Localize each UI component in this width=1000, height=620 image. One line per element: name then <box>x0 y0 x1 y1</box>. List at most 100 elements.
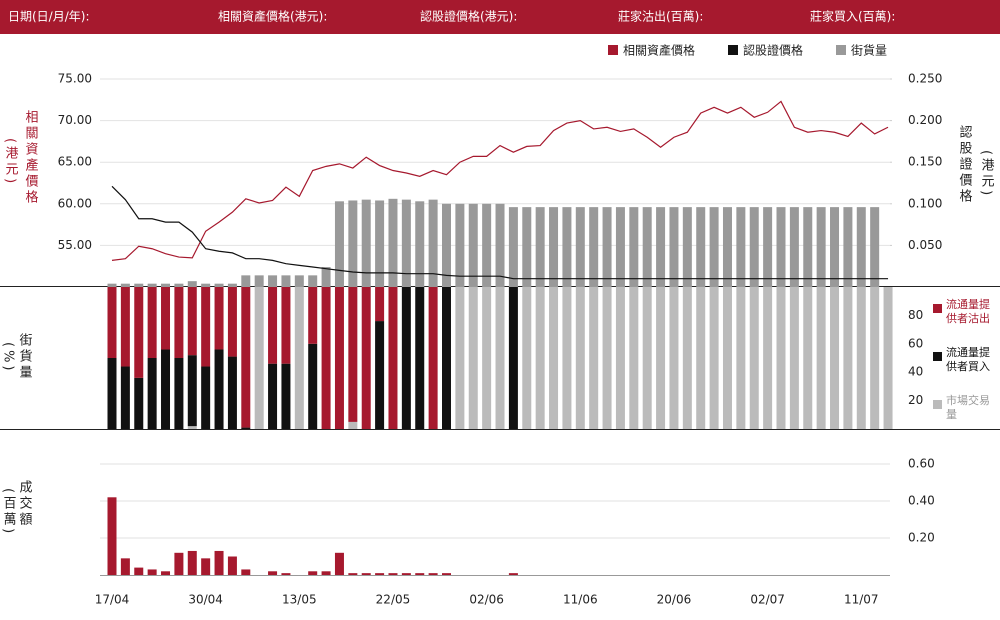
y2-tick-label: 0.150 <box>908 155 942 169</box>
volume-bar <box>107 283 117 287</box>
legend-label: 流通量提供者沽出 <box>946 298 990 325</box>
volume-bar <box>227 283 237 287</box>
volume-bar <box>508 207 518 287</box>
volume-bar <box>468 203 478 287</box>
legend-item: 流通量提供者沽出 <box>946 298 990 325</box>
share-bar <box>401 287 411 429</box>
volume-bar <box>348 200 358 287</box>
legend-label: 認股證價格 <box>743 43 803 58</box>
volume-bar <box>642 207 652 287</box>
volume-bar <box>174 283 184 287</box>
volume-bar <box>830 207 840 287</box>
share-bar <box>428 287 438 429</box>
share-bar <box>281 287 291 364</box>
share-bar <box>856 287 866 429</box>
volume-bar <box>749 207 759 287</box>
volume-bar <box>803 207 813 287</box>
y-tick-label: 75.00 <box>58 72 92 86</box>
share-bar <box>281 363 291 429</box>
turnover-bar <box>401 573 411 575</box>
y2-tick-label: 40 <box>908 365 923 379</box>
share-bar <box>201 287 211 367</box>
legend-swatch <box>608 45 618 55</box>
turnover-bar <box>508 573 518 575</box>
volume-bar <box>736 207 746 287</box>
turnover-bar <box>321 571 331 575</box>
turnover-bar <box>428 573 438 575</box>
y-tick-label: 0.60 <box>908 457 935 471</box>
turnover-bar <box>214 550 224 575</box>
volume-bar <box>147 283 157 287</box>
volume-bar <box>562 207 572 287</box>
turnover-bar <box>308 571 318 575</box>
turnover-bar <box>174 552 184 575</box>
y-tick-label: 65.00 <box>58 155 92 169</box>
turnover-bar <box>348 573 358 575</box>
legend-label: 相關資產價格 <box>623 43 695 58</box>
y-tick-label: 70.00 <box>58 113 92 127</box>
y-tick-label: 0.20 <box>908 531 935 545</box>
share-bar <box>522 287 532 429</box>
share-bar <box>803 287 813 429</box>
share-bar <box>120 366 130 429</box>
share-bar <box>214 287 224 350</box>
share-bar <box>763 287 773 429</box>
volume-bar <box>281 275 291 287</box>
volume-bar <box>120 283 130 287</box>
axis-label: (港元) <box>3 138 19 186</box>
share-bar <box>214 349 224 429</box>
share-bar <box>776 287 786 429</box>
volume-bar <box>763 207 773 287</box>
turnover-bar <box>268 571 278 575</box>
volume-bar <box>308 275 318 287</box>
x-tick-label: 11/06 <box>563 593 598 607</box>
volume-bar <box>482 203 492 287</box>
turnover-bar <box>375 573 385 575</box>
x-tick-label: 20/06 <box>657 593 692 607</box>
header-field: 日期(日/月/年): <box>8 10 90 24</box>
volume-bar <box>361 199 371 287</box>
share-bar <box>268 287 278 364</box>
turnover-bar <box>201 558 211 575</box>
axis-label: 相關資產價格 <box>23 110 39 206</box>
volume-bar <box>696 207 706 287</box>
turnover-bar <box>415 573 425 575</box>
share-bar <box>375 287 385 322</box>
legend-swatch <box>933 304 942 313</box>
share-bar <box>575 287 585 429</box>
share-bar <box>308 343 318 429</box>
turnover-bar <box>187 550 197 575</box>
volume-bar <box>388 198 398 287</box>
turnover-bar <box>147 569 157 575</box>
turnover-bar <box>281 573 291 575</box>
legend-label: 街貨量 <box>851 43 887 58</box>
share-bar <box>789 287 799 429</box>
turnover-bar <box>388 573 398 575</box>
legend-swatch <box>836 45 846 55</box>
turnover-bar <box>120 558 130 575</box>
volume-bar <box>415 201 425 287</box>
share-bar <box>227 287 237 357</box>
volume-bar <box>589 207 599 287</box>
y2-tick-label: 80 <box>908 308 923 322</box>
share-bar <box>361 287 371 429</box>
y2-tick-label: 60 <box>908 336 923 350</box>
axis-label: 認股證價格 <box>957 124 973 205</box>
volume-bar <box>495 203 505 287</box>
share-bar <box>602 287 612 429</box>
share-bar <box>830 287 840 429</box>
share-bar <box>508 287 518 429</box>
volume-bar <box>870 207 880 287</box>
share-bar <box>736 287 746 429</box>
share-bar <box>415 287 425 429</box>
share-bar <box>321 287 331 429</box>
share-bar <box>107 358 117 429</box>
volume-bar <box>722 207 732 287</box>
turnover-bar <box>442 573 451 575</box>
share-bar <box>682 287 692 429</box>
volume-bar <box>442 203 451 287</box>
share-bar <box>816 287 826 429</box>
header-field: 認股證價格(港元): <box>420 9 517 24</box>
share-bar <box>334 287 344 429</box>
share-bar <box>147 287 157 358</box>
